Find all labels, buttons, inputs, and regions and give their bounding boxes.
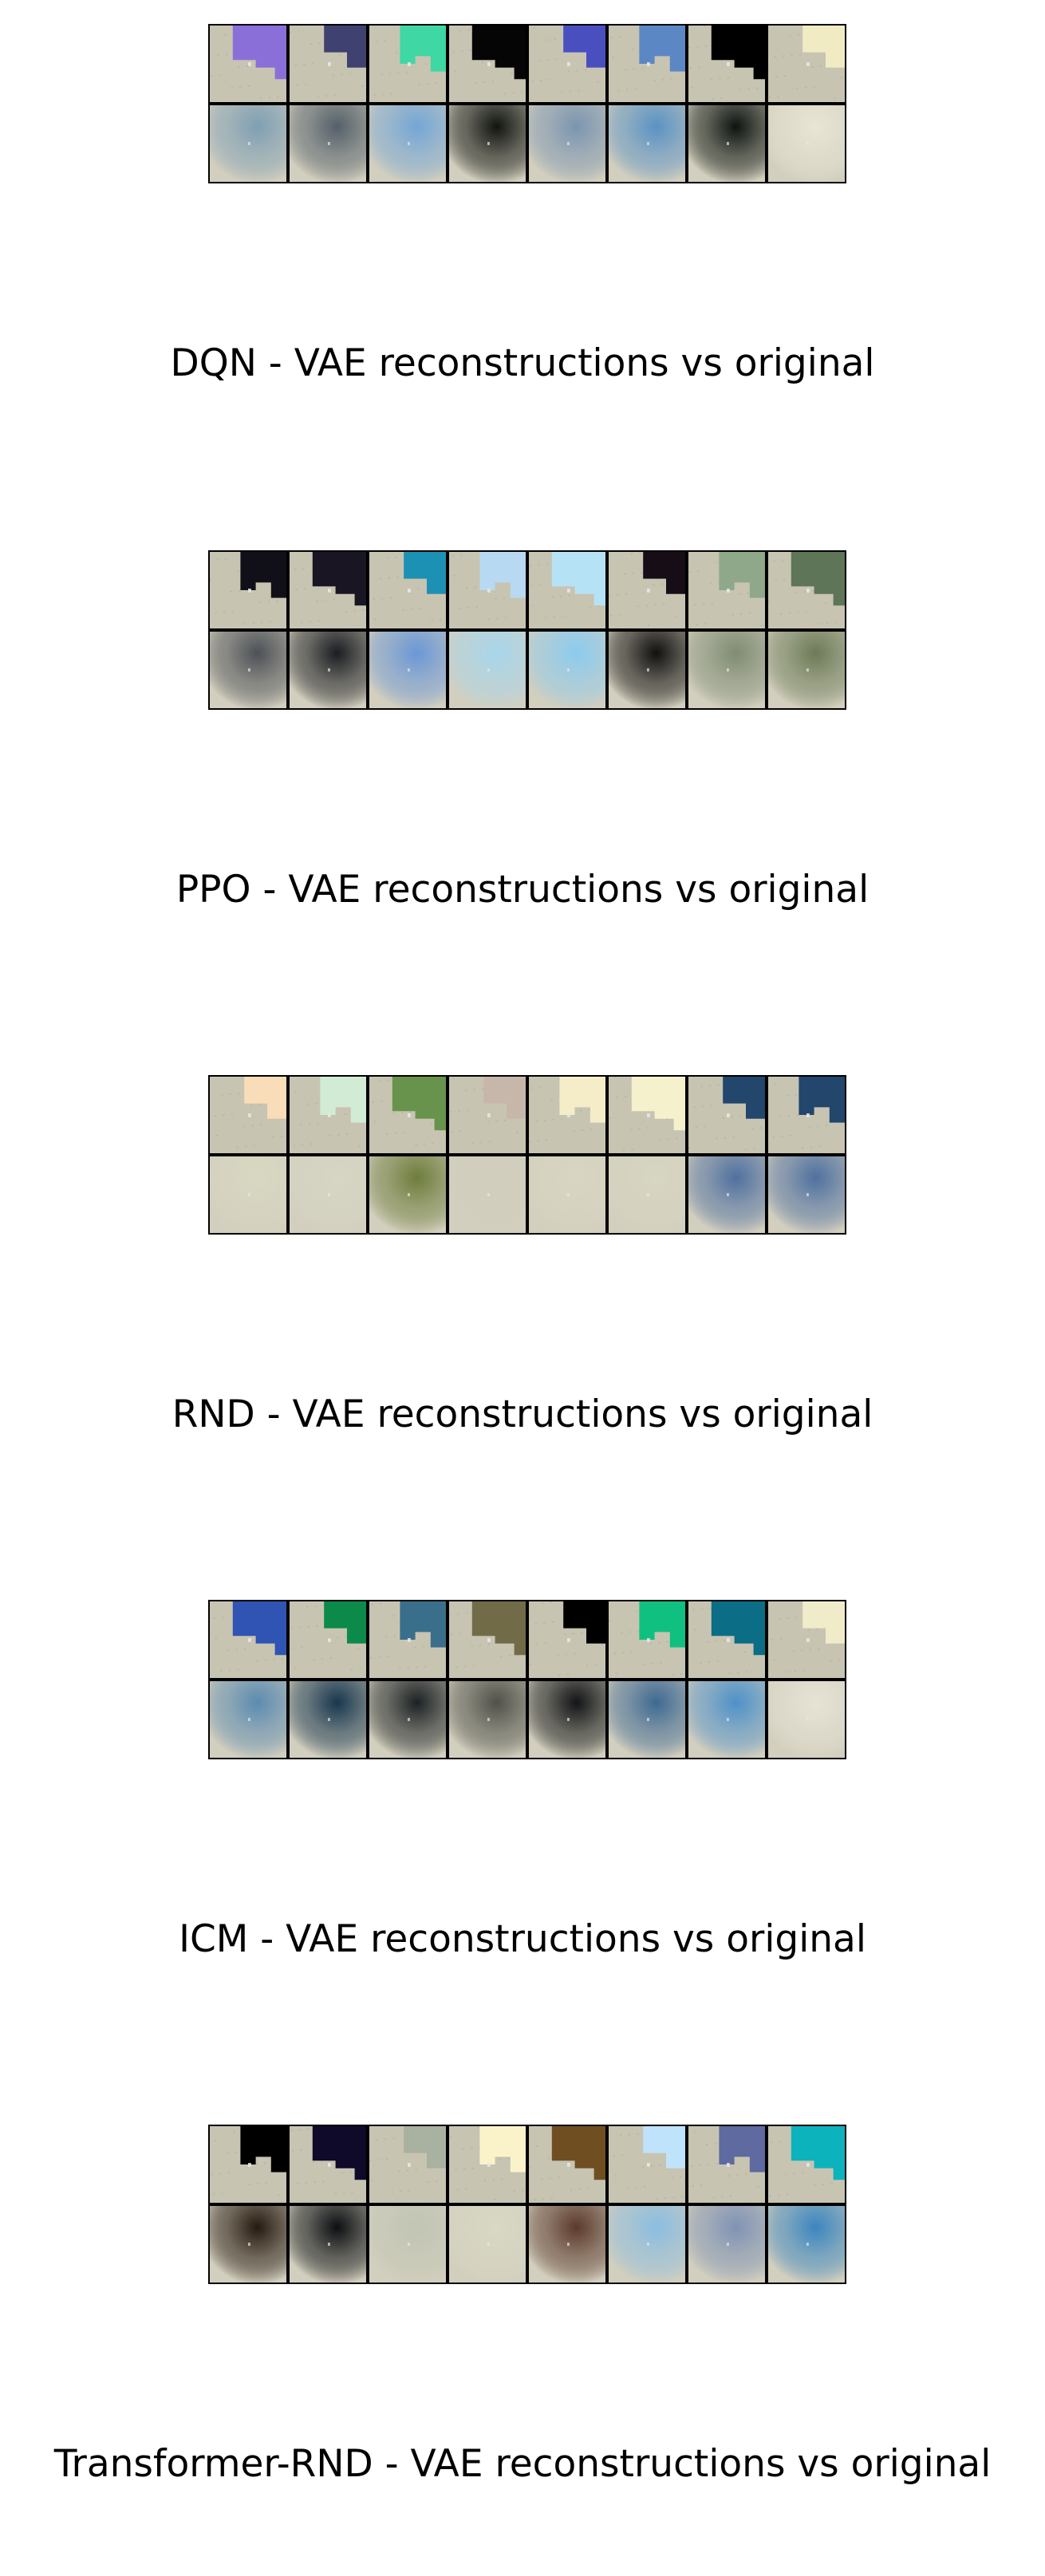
original-frame — [767, 1075, 846, 1155]
reconstructed-frame — [448, 104, 527, 183]
original-frame — [448, 2125, 527, 2204]
original-frame — [607, 550, 687, 630]
original-frame — [448, 1075, 527, 1155]
original-frame — [607, 1075, 687, 1155]
original-frame — [288, 1075, 368, 1155]
reconstructed-frame — [448, 630, 527, 710]
reconstructed-frame — [368, 630, 448, 710]
reconstructed-frame — [288, 1680, 368, 1759]
reconstructed-frame — [208, 1680, 288, 1759]
panel-caption: Transformer-RND - VAE reconstructions vs… — [53, 2442, 992, 2486]
reconstructed-frame — [607, 1680, 687, 1759]
reconstructed-frame — [527, 104, 607, 183]
reconstructed-frame — [527, 1680, 607, 1759]
reconstructed-frame — [368, 2204, 448, 2284]
original-frame — [368, 1075, 448, 1155]
reconstructed-frame — [607, 2204, 687, 2284]
original-frame — [687, 1600, 767, 1680]
reconstructed-frame — [607, 1155, 687, 1235]
reconstructed-frame — [687, 630, 767, 710]
reconstructed-frame — [288, 2204, 368, 2284]
original-frame — [527, 1600, 607, 1680]
image-grid — [208, 1075, 846, 1235]
reconstructed-frame — [687, 1680, 767, 1759]
reconstructed-frame — [368, 1155, 448, 1235]
reconstructed-frame — [687, 1155, 767, 1235]
reconstructed-frame — [527, 2204, 607, 2284]
original-frame — [208, 550, 288, 630]
image-grid — [208, 550, 846, 710]
reconstructed-frame — [368, 1680, 448, 1759]
reconstructed-frame — [607, 630, 687, 710]
reconstructed-frame — [288, 104, 368, 183]
original-frame — [288, 550, 368, 630]
original-frame — [767, 1600, 846, 1680]
reconstructed-frame — [208, 2204, 288, 2284]
original-frame — [767, 24, 846, 104]
original-frame — [687, 2125, 767, 2204]
original-frame — [607, 24, 687, 104]
original-frame — [368, 550, 448, 630]
original-frame — [368, 1600, 448, 1680]
original-frame — [208, 1075, 288, 1155]
panel-caption: RND - VAE reconstructions vs original — [172, 1392, 873, 1436]
original-frame — [687, 24, 767, 104]
reconstructed-frame — [687, 104, 767, 183]
original-frame — [448, 550, 527, 630]
reconstructed-frame — [527, 1155, 607, 1235]
reconstructed-frame — [767, 104, 846, 183]
panel-caption: DQN - VAE reconstructions vs original — [170, 341, 875, 385]
original-frame — [527, 550, 607, 630]
reconstructed-frame — [288, 1155, 368, 1235]
original-frame — [527, 1075, 607, 1155]
original-frame — [607, 2125, 687, 2204]
reconstructed-frame — [448, 2204, 527, 2284]
reconstructed-frame — [607, 104, 687, 183]
image-grid — [208, 1600, 846, 1759]
reconstructed-frame — [767, 1155, 846, 1235]
original-frame — [208, 1600, 288, 1680]
original-frame — [208, 2125, 288, 2204]
original-frame — [527, 2125, 607, 2204]
panel-caption: ICM - VAE reconstructions vs original — [179, 1917, 866, 1961]
original-frame — [687, 1075, 767, 1155]
panel-caption: PPO - VAE reconstructions vs original — [175, 868, 870, 912]
original-frame — [527, 24, 607, 104]
reconstructed-frame — [527, 630, 607, 710]
reconstructed-frame — [208, 1155, 288, 1235]
reconstructed-frame — [448, 1155, 527, 1235]
reconstructed-frame — [208, 104, 288, 183]
original-frame — [607, 1600, 687, 1680]
original-frame — [288, 24, 368, 104]
image-grid — [208, 24, 846, 183]
original-frame — [687, 550, 767, 630]
original-frame — [288, 2125, 368, 2204]
original-frame — [767, 550, 846, 630]
original-frame — [368, 2125, 448, 2204]
reconstructed-frame — [687, 2204, 767, 2284]
reconstructed-frame — [767, 630, 846, 710]
reconstructed-frame — [448, 1680, 527, 1759]
reconstructed-frame — [288, 630, 368, 710]
reconstructed-frame — [368, 104, 448, 183]
image-grid — [208, 2125, 846, 2284]
original-frame — [767, 2125, 846, 2204]
original-frame — [208, 24, 288, 104]
original-frame — [288, 1600, 368, 1680]
reconstructed-frame — [767, 2204, 846, 2284]
reconstructed-frame — [208, 630, 288, 710]
reconstructed-frame — [767, 1680, 846, 1759]
original-frame — [448, 1600, 527, 1680]
original-frame — [368, 24, 448, 104]
original-frame — [448, 24, 527, 104]
